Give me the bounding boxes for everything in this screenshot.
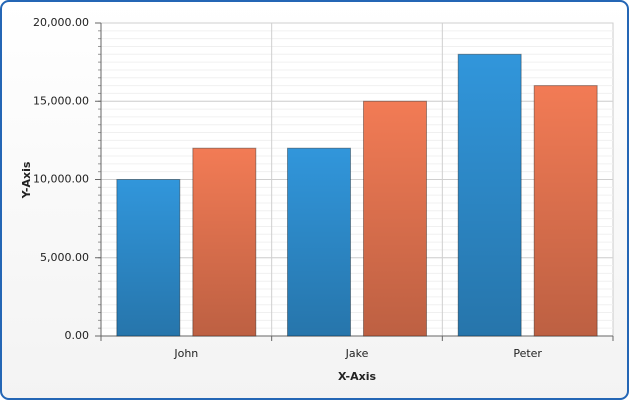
- bar-shade: [363, 101, 427, 336]
- bar-shade: [192, 148, 256, 336]
- y-tick-label: 20,000.00: [33, 16, 89, 29]
- y-tick-label: 0.00: [65, 329, 90, 342]
- bar-shade: [116, 179, 180, 336]
- x-axis-title: X-Axis: [338, 370, 377, 383]
- x-tick-label: Peter: [513, 347, 542, 360]
- x-tick-label: John: [173, 347, 198, 360]
- y-tick-label: 5,000.00: [40, 251, 89, 264]
- y-tick-label: 15,000.00: [33, 94, 89, 107]
- bar-shade: [287, 148, 351, 336]
- bar-shade: [534, 85, 598, 336]
- bar-shade: [458, 54, 522, 337]
- y-axis-title: Y-Axis: [20, 161, 33, 199]
- y-tick-label: 10,000.00: [33, 173, 89, 186]
- x-tick-label: Jake: [345, 347, 369, 360]
